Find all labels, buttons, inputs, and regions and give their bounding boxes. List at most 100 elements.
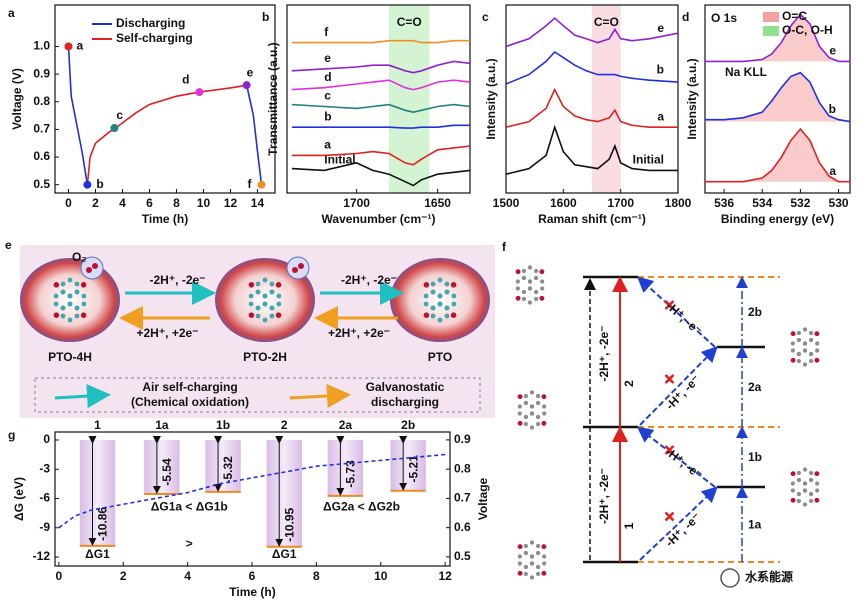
y-tick-label: -3 bbox=[39, 461, 50, 475]
point-label: d bbox=[182, 72, 189, 86]
atom bbox=[802, 481, 808, 486]
atom bbox=[248, 301, 254, 307]
band bbox=[389, 5, 430, 193]
y-axis-label: Voltage (V) bbox=[10, 68, 24, 130]
y-tick-label: 0.7 bbox=[33, 122, 50, 136]
oxygen-atom bbox=[517, 394, 523, 400]
atom bbox=[523, 564, 529, 570]
bar-value-label: -10.95 bbox=[282, 507, 296, 541]
series-line bbox=[505, 87, 678, 128]
oxygen-atom bbox=[53, 312, 60, 319]
curve-label: a bbox=[324, 138, 331, 152]
bar bbox=[144, 439, 180, 495]
y2-tick-label: 0.7 bbox=[454, 491, 471, 505]
watermark: 水系能源 bbox=[745, 569, 793, 584]
series-line bbox=[291, 39, 470, 44]
panel-label: d bbox=[682, 10, 689, 24]
esp-surface bbox=[20, 258, 120, 342]
x-tick-label: 6 bbox=[249, 569, 256, 583]
oxygen-atom bbox=[790, 497, 796, 503]
atom bbox=[81, 301, 87, 307]
atom bbox=[542, 404, 547, 409]
atom bbox=[808, 470, 814, 476]
atom bbox=[802, 488, 808, 493]
panel-label: f bbox=[502, 240, 507, 254]
peak-fill bbox=[705, 72, 850, 122]
atom bbox=[60, 305, 66, 311]
atom bbox=[533, 296, 539, 302]
oxygen-atom bbox=[790, 357, 796, 363]
atom bbox=[276, 301, 282, 307]
atom bbox=[430, 289, 436, 295]
y-tick-label: 0.6 bbox=[33, 149, 50, 163]
atom bbox=[74, 313, 80, 319]
atom bbox=[535, 421, 541, 427]
atom bbox=[523, 400, 529, 406]
atom bbox=[74, 289, 80, 295]
step-label: 2b bbox=[748, 305, 762, 319]
atom bbox=[67, 277, 73, 283]
curve-label: b bbox=[829, 102, 836, 116]
atom bbox=[542, 554, 547, 559]
y2-axis-label: Voltage bbox=[476, 477, 490, 520]
oxygen-atom bbox=[423, 312, 430, 319]
atom bbox=[437, 301, 443, 307]
legend-text: Air self-charging bbox=[142, 380, 237, 394]
o-atom bbox=[92, 263, 98, 269]
point bbox=[64, 42, 73, 51]
oxygen-atom bbox=[814, 497, 820, 503]
x-tick-label: 1500 bbox=[493, 196, 520, 210]
annotation: ΔG1a < ΔG1b bbox=[151, 499, 228, 513]
atom bbox=[437, 293, 443, 299]
curve-label: d bbox=[324, 70, 331, 84]
atom bbox=[269, 281, 275, 287]
x-tick-label: 530 bbox=[829, 196, 849, 210]
atom bbox=[515, 286, 520, 291]
y-tick-label: -9 bbox=[39, 520, 50, 534]
oxygen-atom bbox=[275, 312, 282, 319]
annotation: > bbox=[186, 537, 193, 551]
atom bbox=[533, 289, 539, 295]
oxygen-atom bbox=[275, 282, 282, 288]
oxygen-atom bbox=[450, 282, 457, 288]
atom bbox=[523, 421, 529, 427]
atom bbox=[529, 540, 535, 545]
forward-label: -2H⁺, -2e⁻ bbox=[341, 273, 397, 287]
x-tick-label: 8 bbox=[173, 196, 180, 210]
axes-frame bbox=[505, 4, 679, 194]
series-line bbox=[705, 127, 850, 183]
atom bbox=[815, 481, 820, 486]
oxygen-atom bbox=[541, 394, 547, 400]
curve-label: e bbox=[829, 44, 836, 58]
y-axis-label: Intensity (a.u.) bbox=[685, 58, 699, 139]
bar bbox=[327, 439, 364, 496]
series-line bbox=[505, 124, 678, 175]
y-tick-label: -6 bbox=[39, 491, 50, 505]
y-axis-label: Transmittance (a.u.) bbox=[266, 42, 280, 155]
legend-swatch bbox=[763, 12, 779, 22]
atom bbox=[790, 481, 795, 486]
atom bbox=[529, 404, 535, 409]
axes-frame bbox=[286, 4, 471, 194]
y2-tick-label: 0.8 bbox=[454, 461, 471, 475]
panel-label: b bbox=[262, 10, 269, 24]
curve-label: a bbox=[829, 164, 836, 178]
x-tick-label: 6 bbox=[146, 196, 153, 210]
atom bbox=[523, 543, 529, 549]
atom bbox=[53, 301, 59, 307]
atom bbox=[60, 313, 66, 319]
blocked-mark bbox=[664, 445, 675, 455]
atom bbox=[796, 351, 802, 357]
oxygen-atom bbox=[515, 295, 521, 301]
band-label: C=O bbox=[397, 15, 422, 29]
backward-label: +2H⁺, +2e⁻ bbox=[136, 326, 198, 340]
series-line bbox=[505, 17, 679, 48]
atom bbox=[67, 301, 73, 307]
legend-label: Self-charging bbox=[116, 31, 193, 45]
atom bbox=[430, 281, 436, 287]
oxygen-atom bbox=[517, 570, 523, 576]
legend-label: O-C, O-H bbox=[782, 23, 833, 37]
atom bbox=[444, 289, 450, 295]
atom bbox=[276, 293, 282, 299]
oxygen-atom bbox=[539, 269, 545, 275]
